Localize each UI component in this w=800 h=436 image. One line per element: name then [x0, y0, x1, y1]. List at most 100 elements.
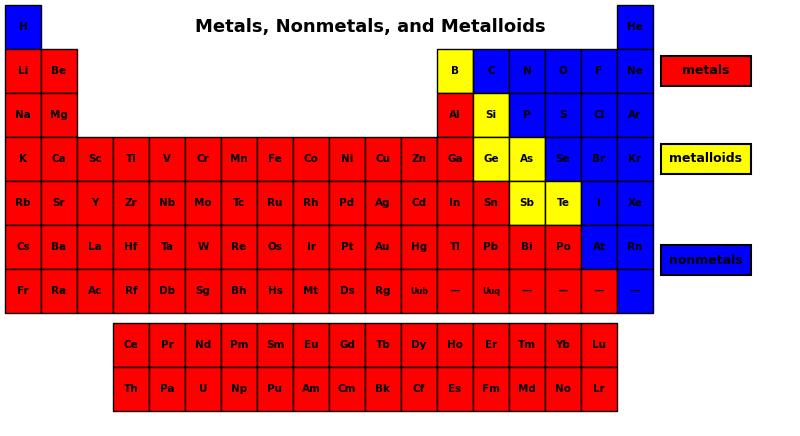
Text: Be: Be	[51, 66, 66, 76]
Text: Re: Re	[231, 242, 246, 252]
Text: S: S	[559, 110, 566, 120]
Text: Hf: Hf	[124, 242, 138, 252]
FancyBboxPatch shape	[509, 49, 545, 93]
Text: Er: Er	[485, 340, 497, 350]
FancyBboxPatch shape	[221, 323, 257, 367]
Text: —: —	[594, 286, 604, 296]
Text: Uuq: Uuq	[482, 286, 500, 296]
Text: Ac: Ac	[88, 286, 102, 296]
FancyBboxPatch shape	[113, 269, 149, 313]
Text: Nd: Nd	[195, 340, 211, 350]
Text: Hs: Hs	[267, 286, 282, 296]
FancyBboxPatch shape	[365, 367, 401, 411]
FancyBboxPatch shape	[257, 323, 293, 367]
Text: Cl: Cl	[594, 110, 605, 120]
Text: —: —	[630, 286, 640, 296]
FancyBboxPatch shape	[77, 137, 113, 181]
Text: Sb: Sb	[519, 198, 534, 208]
FancyBboxPatch shape	[545, 225, 581, 269]
FancyBboxPatch shape	[581, 181, 617, 225]
FancyBboxPatch shape	[437, 181, 473, 225]
FancyBboxPatch shape	[5, 5, 41, 49]
FancyBboxPatch shape	[437, 225, 473, 269]
FancyBboxPatch shape	[329, 225, 365, 269]
Text: Gd: Gd	[339, 340, 355, 350]
Text: Ho: Ho	[447, 340, 463, 350]
FancyBboxPatch shape	[545, 181, 581, 225]
FancyBboxPatch shape	[185, 323, 221, 367]
Text: Eu: Eu	[304, 340, 318, 350]
FancyBboxPatch shape	[617, 49, 653, 93]
FancyBboxPatch shape	[401, 269, 437, 313]
Text: Cs: Cs	[16, 242, 30, 252]
Text: Ds: Ds	[340, 286, 354, 296]
Text: W: W	[198, 242, 209, 252]
Text: Np: Np	[231, 384, 247, 394]
FancyBboxPatch shape	[185, 137, 221, 181]
FancyBboxPatch shape	[401, 323, 437, 367]
Text: Cd: Cd	[411, 198, 426, 208]
FancyBboxPatch shape	[473, 93, 509, 137]
FancyBboxPatch shape	[41, 269, 77, 313]
FancyBboxPatch shape	[221, 137, 257, 181]
FancyBboxPatch shape	[365, 137, 401, 181]
FancyBboxPatch shape	[77, 181, 113, 225]
FancyBboxPatch shape	[581, 137, 617, 181]
Text: Ce: Ce	[124, 340, 138, 350]
FancyBboxPatch shape	[257, 137, 293, 181]
Text: Uub: Uub	[410, 286, 428, 296]
Text: Ru: Ru	[267, 198, 282, 208]
FancyBboxPatch shape	[617, 5, 653, 49]
Text: Ir: Ir	[306, 242, 315, 252]
Text: Pt: Pt	[341, 242, 354, 252]
FancyBboxPatch shape	[401, 367, 437, 411]
Text: Si: Si	[486, 110, 497, 120]
FancyBboxPatch shape	[41, 225, 77, 269]
FancyBboxPatch shape	[293, 181, 329, 225]
FancyBboxPatch shape	[221, 181, 257, 225]
FancyBboxPatch shape	[617, 137, 653, 181]
FancyBboxPatch shape	[5, 137, 41, 181]
Text: Br: Br	[593, 154, 606, 164]
Text: As: As	[520, 154, 534, 164]
Text: Sn: Sn	[483, 198, 498, 208]
Text: F: F	[595, 66, 602, 76]
FancyBboxPatch shape	[509, 181, 545, 225]
FancyBboxPatch shape	[5, 49, 41, 93]
FancyBboxPatch shape	[365, 181, 401, 225]
FancyBboxPatch shape	[581, 323, 617, 367]
FancyBboxPatch shape	[473, 269, 509, 313]
FancyBboxPatch shape	[545, 137, 581, 181]
Text: Sr: Sr	[53, 198, 66, 208]
FancyBboxPatch shape	[437, 269, 473, 313]
FancyBboxPatch shape	[257, 269, 293, 313]
Text: In: In	[450, 198, 461, 208]
FancyBboxPatch shape	[329, 137, 365, 181]
Text: Se: Se	[556, 154, 570, 164]
Text: Pa: Pa	[160, 384, 174, 394]
Text: Lr: Lr	[593, 384, 605, 394]
Text: Sc: Sc	[88, 154, 102, 164]
Text: Yb: Yb	[555, 340, 570, 350]
Text: Te: Te	[557, 198, 570, 208]
Text: Tl: Tl	[450, 242, 461, 252]
Text: Db: Db	[159, 286, 175, 296]
Text: Rb: Rb	[15, 198, 30, 208]
FancyBboxPatch shape	[545, 93, 581, 137]
FancyBboxPatch shape	[113, 181, 149, 225]
Text: Th: Th	[124, 384, 138, 394]
FancyBboxPatch shape	[257, 367, 293, 411]
Text: Pu: Pu	[267, 384, 282, 394]
FancyBboxPatch shape	[221, 367, 257, 411]
Text: Bi: Bi	[521, 242, 533, 252]
Text: Ra: Ra	[51, 286, 66, 296]
FancyBboxPatch shape	[77, 225, 113, 269]
FancyBboxPatch shape	[581, 93, 617, 137]
Text: Ni: Ni	[341, 154, 353, 164]
Text: Rf: Rf	[125, 286, 138, 296]
Text: Bk: Bk	[375, 384, 390, 394]
FancyBboxPatch shape	[581, 367, 617, 411]
FancyBboxPatch shape	[509, 137, 545, 181]
FancyBboxPatch shape	[185, 367, 221, 411]
Text: Mn: Mn	[230, 154, 248, 164]
